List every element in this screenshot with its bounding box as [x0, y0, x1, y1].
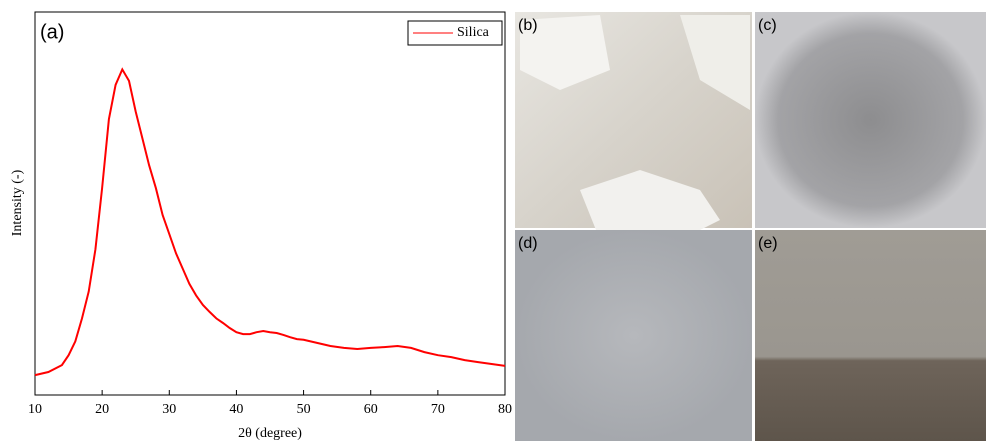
x-tick-label: 20: [95, 402, 109, 417]
photo-label: (b): [518, 17, 538, 34]
photo-d: [515, 230, 752, 441]
photo-e: [755, 230, 986, 441]
x-tick-label: 10: [28, 402, 42, 417]
photo-label: (c): [758, 17, 777, 34]
plot-frame: [35, 12, 505, 395]
figure: (b) (c) (d) (e) (a) 2θ (degree) Intensity (…: [0, 0, 986, 441]
photo-label: (e): [758, 235, 778, 252]
photo-c: [755, 12, 986, 228]
x-tick-label: 40: [229, 402, 243, 417]
x-tick-label: 70: [431, 402, 445, 417]
x-tick-label: 30: [162, 402, 176, 417]
x-tick-label: 50: [297, 402, 311, 417]
x-tick-label: 80: [498, 402, 512, 417]
panel-label: (a): [40, 21, 64, 43]
x-axis-label: 2θ (degree): [238, 426, 302, 441]
legend-label: Silica: [457, 25, 490, 40]
x-tick-label: 60: [364, 402, 378, 417]
y-axis-label: Intensity (-): [10, 169, 25, 236]
photo-label: (d): [518, 235, 538, 252]
data-line: [35, 69, 505, 375]
